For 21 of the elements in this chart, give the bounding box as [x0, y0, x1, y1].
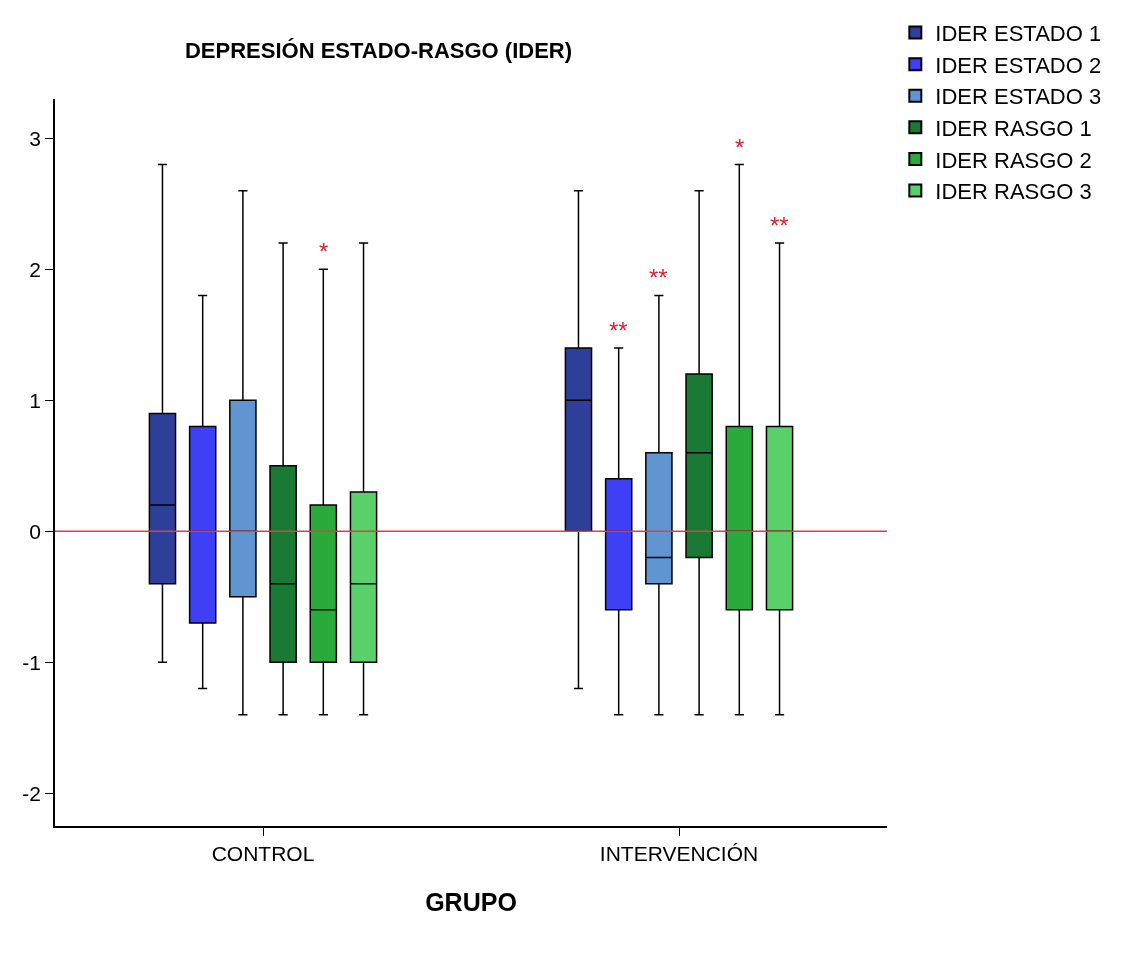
legend-label: IDER RASGO 1 — [935, 115, 1092, 141]
legend-label: IDER ESTADO 3 — [935, 84, 1102, 110]
x-axis-title: GRUPO — [425, 888, 517, 917]
legend-label: IDER ESTADO 2 — [935, 52, 1102, 78]
text: ** — [770, 212, 789, 239]
x-tick-label: INTERVENCIÓN — [599, 841, 759, 865]
y-tick-label: 3 — [29, 126, 42, 150]
text: * — [735, 134, 745, 161]
legend-label: IDER RASGO 2 — [935, 147, 1092, 173]
text: ** — [649, 264, 668, 291]
y-tick-label: 2 — [29, 257, 42, 281]
chart-title: DEPRESIÓN ESTADO-RASGO (IDER) — [184, 38, 573, 64]
y-tick-label: -1 — [22, 650, 42, 674]
y-tick-label: -2 — [22, 781, 42, 805]
y-tick-label: 0 — [29, 519, 42, 543]
y-tick-label: 1 — [29, 388, 42, 412]
text: * — [319, 238, 329, 265]
text: ** — [609, 317, 628, 344]
x-tick-label: CONTROL — [211, 841, 315, 865]
legend-label: IDER RASGO 3 — [935, 179, 1092, 205]
legend-label: IDER ESTADO 1 — [935, 21, 1102, 47]
